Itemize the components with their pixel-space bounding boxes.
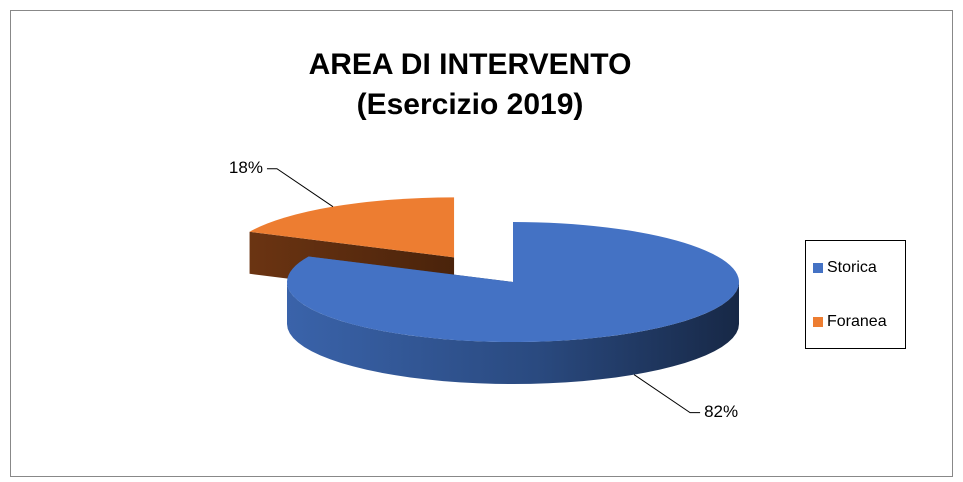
legend-label: Foranea (827, 313, 887, 330)
chart-title: AREA DI INTERVENTO (309, 48, 632, 81)
slice-wall (287, 282, 739, 384)
leader-line (633, 374, 701, 414)
data-label: 82% (704, 402, 738, 421)
slice (249, 197, 455, 258)
slice (287, 222, 739, 343)
legend-swatch (813, 263, 823, 273)
legend-swatch (813, 317, 823, 327)
leader-line (266, 168, 334, 208)
data-label: 18% (229, 158, 263, 177)
chart-subtitle: (Esercizio 2019) (357, 88, 584, 121)
legend-box (805, 240, 906, 349)
chart-frame (10, 10, 953, 477)
legend-label: Storica (827, 259, 877, 276)
